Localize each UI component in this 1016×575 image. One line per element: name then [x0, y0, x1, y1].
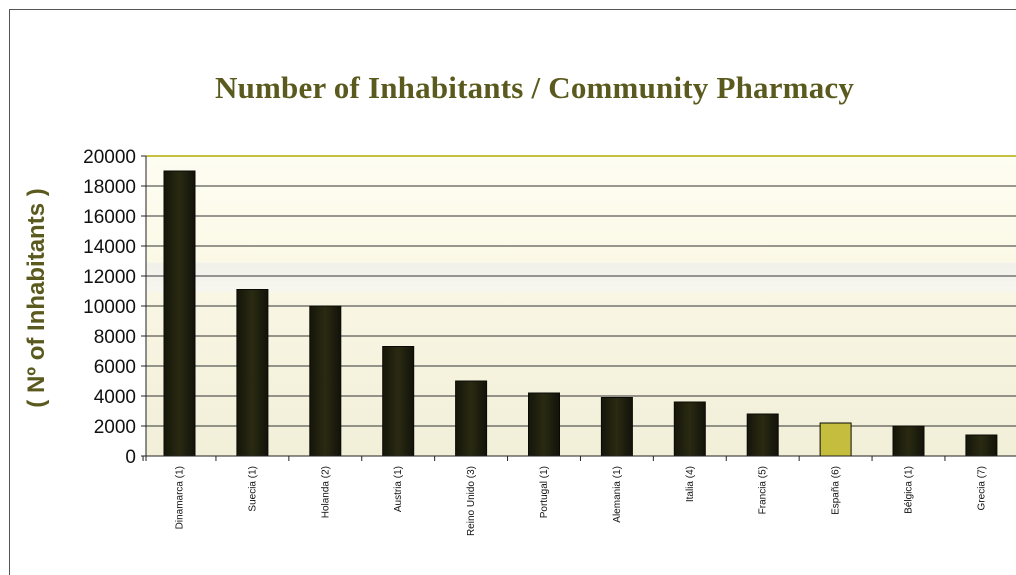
y-tick-label: 6000: [94, 357, 136, 378]
x-tick-label: Bélgica (1): [904, 466, 915, 514]
axes: [145, 156, 1016, 461]
y-tick-label: 2000: [94, 417, 136, 438]
bar: [455, 380, 488, 457]
x-tick-label: España (6): [831, 466, 842, 515]
bar: [600, 397, 633, 457]
y-tick-label: 8000: [94, 327, 136, 348]
x-tick-label: Suecia (1): [247, 466, 258, 512]
x-tick-label: Alemania (1): [612, 466, 623, 523]
chart-title: Number of Inhabitants / Community Pharma…: [215, 70, 855, 105]
y-tick-label: 4000: [94, 387, 136, 408]
bar: [309, 305, 342, 457]
x-tick-label: Reino Unido (3): [466, 466, 477, 536]
bars: [163, 170, 998, 457]
bar: [236, 289, 269, 457]
x-tick-label: Italia (4): [685, 466, 696, 502]
x-tick-label: Dinamarca (1): [175, 466, 186, 529]
x-tick-label: Portugal (1): [539, 466, 550, 518]
x-tick-label: Grecia (7): [976, 466, 987, 510]
y-tick-label: 14000: [83, 237, 136, 258]
bar: [965, 434, 998, 457]
bar: [819, 422, 852, 457]
bar: [163, 170, 196, 457]
y-tick-label: 20000: [83, 147, 136, 168]
bar: [382, 346, 415, 457]
chart-frame: [9, 9, 1016, 575]
x-tick-label: Austria (1): [393, 466, 404, 512]
bar: [528, 392, 560, 457]
gridlines: [146, 155, 1016, 427]
y-tick-label: 12000: [83, 267, 136, 288]
y-tick-label: 18000: [83, 177, 136, 198]
bar: [892, 425, 925, 457]
bar: [673, 401, 706, 457]
y-tick-label: 16000: [83, 207, 136, 228]
y-tick-label: 0: [125, 447, 136, 468]
x-tick-label: Francia (5): [758, 466, 769, 514]
x-tick-label: Holanda (2): [320, 466, 331, 518]
y-ticks: 0 2000 4000 6000 8000 10000 12000 14000 16000 180…: [83, 147, 146, 468]
bar: [746, 413, 779, 457]
y-tick-label: 10000: [83, 297, 136, 318]
x-ticks: Dinamarca (1) Suecia (1) Holanda (2) Austri…: [142, 456, 987, 536]
